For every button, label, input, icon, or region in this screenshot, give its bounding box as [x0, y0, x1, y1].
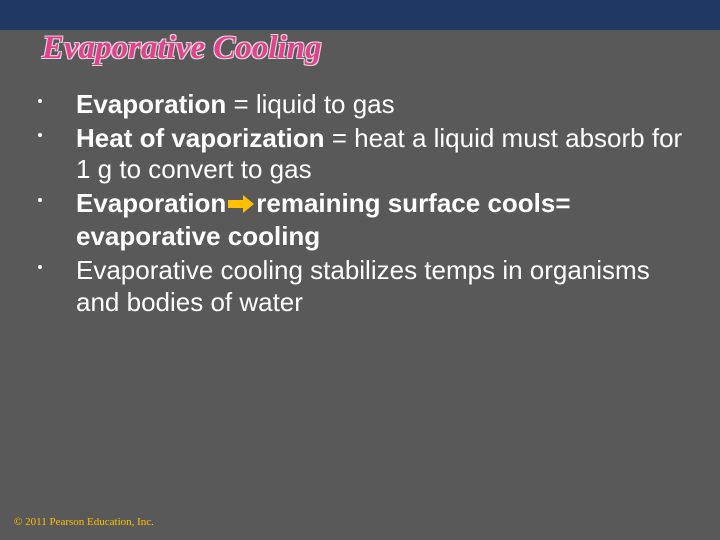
bullet-bold: Evaporation [76, 188, 226, 218]
list-item: Evaporation = liquid to gas [34, 89, 686, 121]
list-item: Evaporationremaining surface cools= evap… [34, 188, 686, 253]
bullet-dot [38, 265, 42, 269]
bullet-dot [38, 99, 42, 103]
bullet-text: Evaporative cooling stabilizes temps in … [76, 255, 650, 317]
slide-body: Evaporation = liquid to gas Heat of vapo… [0, 67, 720, 320]
bullet-bold: Evaporation [76, 89, 226, 119]
bullet-list: Evaporation = liquid to gas Heat of vapo… [34, 89, 686, 318]
slide-title: Evaporative Cooling [0, 30, 720, 67]
copyright-footer: © 2011 Pearson Education, Inc. [14, 516, 154, 528]
bullet-bold: Heat of vaporization [76, 123, 324, 153]
bullet-text: = liquid to gas [226, 89, 394, 119]
bullet-dot [38, 133, 42, 137]
top-bar [0, 0, 720, 30]
arrow-right-icon [228, 189, 254, 221]
list-item: Heat of vaporization = heat a liquid mus… [34, 123, 686, 186]
bullet-dot [38, 198, 42, 202]
list-item: Evaporative cooling stabilizes temps in … [34, 255, 686, 318]
